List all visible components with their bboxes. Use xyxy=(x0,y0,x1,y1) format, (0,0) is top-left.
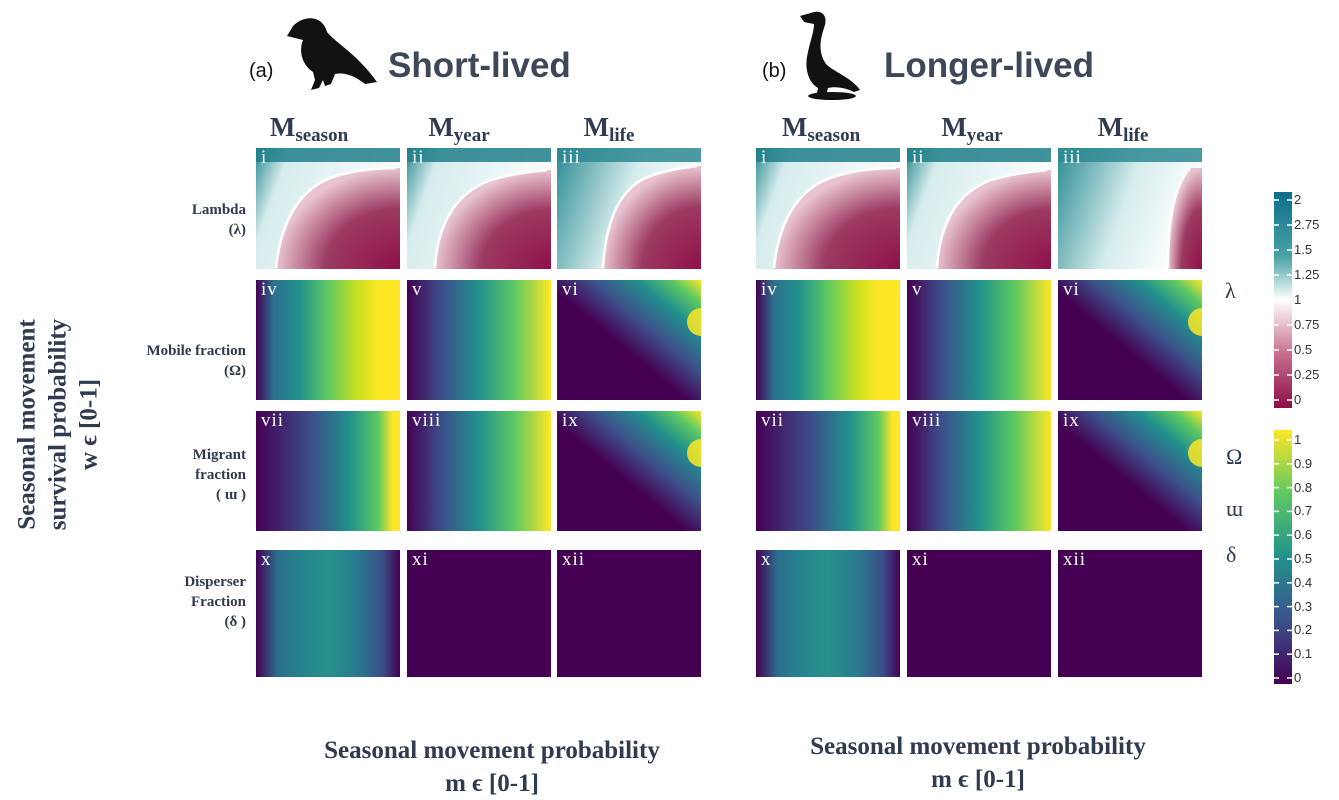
heatmap-cell-b-disperser-life: xii xyxy=(1058,550,1202,677)
cormorant-silhouette-icon xyxy=(800,11,860,100)
lambda-tick-label: 0 xyxy=(1294,392,1302,407)
cell-roman-label: ii xyxy=(912,148,925,168)
fraction-tick-label: 0 xyxy=(1294,670,1302,685)
row-label-mobile-fraction: Mobile fraction (Ω) xyxy=(146,343,246,379)
column-header-myear-a: Myear xyxy=(428,112,490,146)
heatmap-cell-b-lambda-year: ii xyxy=(907,148,1051,269)
heatmap-cell-b-disperser-year: xi xyxy=(907,550,1051,677)
delta-symbol: δ xyxy=(1226,542,1237,567)
cell-roman-label: iv xyxy=(761,280,778,300)
fraction-colorbar xyxy=(1274,430,1292,684)
x-axis-label-a: Seasonal movement probability m ϵ [0-1] xyxy=(324,737,660,797)
panel-b-letter: (b) xyxy=(762,60,787,82)
heatmap-cell-b-mobile-season: iv xyxy=(756,280,900,400)
finch-silhouette-icon xyxy=(287,18,377,90)
panel-b-title: Longer-lived xyxy=(884,46,1095,85)
heatmap-cell-b-migrant-year: viii xyxy=(907,411,1051,531)
cell-roman-label: xi xyxy=(412,550,429,570)
heatmap-cell-b-mobile-life: vi xyxy=(1058,280,1202,400)
fraction-tick-label: 0.6 xyxy=(1294,527,1313,543)
column-header-mseason-b: Mseason xyxy=(781,112,861,146)
cell-roman-label: vii xyxy=(261,411,285,431)
cell-roman-label: ii xyxy=(412,148,425,168)
lambda-tick-label: 0.25 xyxy=(1294,367,1320,382)
row-label-lambda: Lambda (λ) xyxy=(191,202,246,238)
heatmap-cell-b-migrant-life: ix xyxy=(1058,411,1202,531)
fraction-tick-label: 0.1 xyxy=(1294,646,1313,662)
lambda-colorbar xyxy=(1274,192,1292,408)
fraction-tick-label: 0.8 xyxy=(1294,479,1313,495)
fraction-tick-label: 1 xyxy=(1294,432,1302,447)
heatmap-cell-a-mobile-year: v xyxy=(407,280,551,400)
cell-roman-label: vii xyxy=(761,411,785,431)
fraction-tick-label: 0.4 xyxy=(1294,574,1313,590)
lambda-tick-label: 0.5 xyxy=(1294,342,1313,357)
panel-a-title: Short-lived xyxy=(388,46,571,85)
lambda-tick-label: 2.75 xyxy=(1294,217,1320,232)
cell-roman-label: xii xyxy=(1063,550,1087,570)
fraction-tick-label: 0.7 xyxy=(1294,503,1313,519)
heatmap-cell-a-mobile-life: vi xyxy=(557,280,701,400)
lambda-tick-label: 2 xyxy=(1294,192,1302,207)
panel-a-letter: (a) xyxy=(249,60,274,82)
fraction-tick-label: 0.9 xyxy=(1294,455,1313,471)
cell-roman-label: v xyxy=(912,280,923,300)
x-axis-label-b: Seasonal movement probability m ϵ [0-1] xyxy=(810,733,1146,793)
heatmap-cell-a-lambda-year: ii xyxy=(407,148,551,269)
heatmap-cell-b-disperser-season: x xyxy=(756,550,900,677)
cell-roman-label: xii xyxy=(562,550,586,570)
cell-roman-label: iii xyxy=(562,148,581,168)
cell-roman-label: x xyxy=(261,550,272,570)
cell-roman-label: i xyxy=(761,148,768,168)
column-header-mseason-a: Mseason xyxy=(269,112,349,146)
cell-roman-label: iii xyxy=(1063,148,1082,168)
cell-roman-label: ix xyxy=(562,411,579,431)
heatmap-cell-a-lambda-life: iii xyxy=(557,148,701,269)
column-header-mlife-a: Mlife xyxy=(583,112,635,146)
column-header-myear-b: Myear xyxy=(941,112,1003,146)
cell-roman-label: xi xyxy=(912,550,929,570)
lambda-tick-label: 1 xyxy=(1294,292,1302,307)
migrant-symbol: ɯ xyxy=(1226,496,1244,521)
column-header-mlife-b: Mlife xyxy=(1097,112,1149,146)
fraction-tick-label: 0.5 xyxy=(1294,551,1313,566)
fraction-tick-label: 0.2 xyxy=(1294,622,1313,638)
heatmap-cell-b-lambda-season: i xyxy=(756,148,900,269)
cell-roman-label: i xyxy=(261,148,268,168)
cell-roman-label: ix xyxy=(1063,411,1080,431)
cell-roman-label: vi xyxy=(1063,280,1080,300)
heatmap-cell-a-migrant-year: viii xyxy=(407,411,551,531)
cell-roman-label: viii xyxy=(912,411,942,431)
cell-roman-label: vi xyxy=(562,280,579,300)
heatmap-cell-b-migrant-season: vii xyxy=(756,411,900,531)
heatmap-cell-b-mobile-year: v xyxy=(907,280,1051,400)
cell-roman-label: v xyxy=(412,280,423,300)
cell-roman-label: x xyxy=(761,550,772,570)
row-label-disperser-fraction: Disperser Fraction (δ ) xyxy=(184,574,246,630)
heatmap-cell-a-mobile-season: iv xyxy=(256,280,400,400)
lambda-colorbar-symbol: λ xyxy=(1225,278,1236,303)
heatmap-cell-a-lambda-season: i xyxy=(256,148,400,269)
heatmap-cell-a-migrant-season: vii xyxy=(256,411,400,531)
cell-roman-label: viii xyxy=(412,411,442,431)
heatmap-cell-a-disperser-year: xi xyxy=(407,550,551,677)
heatmap-cell-a-migrant-life: ix xyxy=(557,411,701,531)
lambda-tick-label: 0.75 xyxy=(1294,317,1320,332)
row-label-migrant-fraction: Migrant fraction( ɯ ) xyxy=(192,447,246,503)
fraction-tick-label: 0.3 xyxy=(1294,598,1313,614)
heatmap-cell-a-disperser-season: x xyxy=(256,550,400,677)
heatmap-cell-a-disperser-life: xii xyxy=(557,550,701,677)
lambda-tick-label: 1.5 xyxy=(1294,242,1313,257)
y-axis-label: Seasonal movement survival probability w… xyxy=(13,318,103,531)
lambda-tick-label: 1.25 xyxy=(1294,267,1320,282)
omega-symbol: Ω xyxy=(1226,444,1243,469)
heatmap-cell-b-lambda-life: iii xyxy=(1058,148,1202,269)
cell-roman-label: iv xyxy=(261,280,278,300)
